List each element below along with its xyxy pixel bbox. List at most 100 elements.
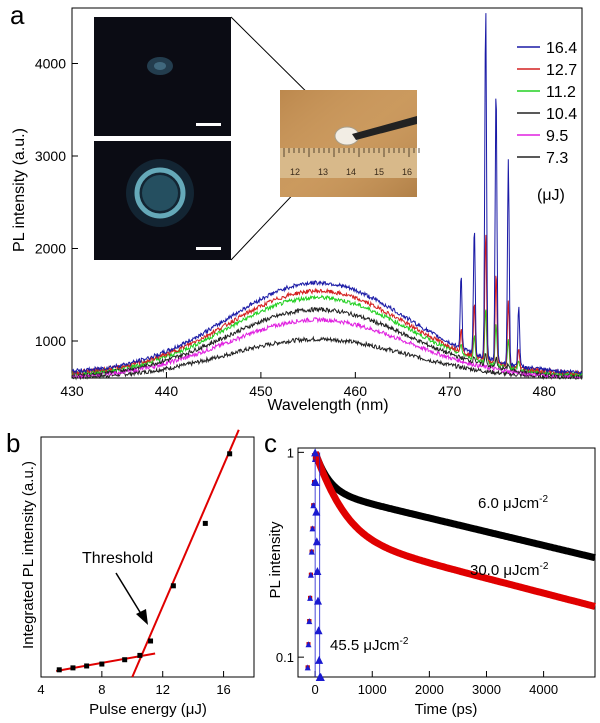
legend-label: 11.2: [546, 84, 576, 101]
tweezers-icon: [352, 116, 417, 140]
panel-c-x-axis-label: Time (ps): [415, 701, 478, 718]
linear-fit-above-threshold: [131, 429, 240, 678]
x-tick-label: 430: [60, 383, 84, 399]
panel-b-plot-frame: [40, 436, 255, 678]
legend-label: 16.4: [546, 40, 577, 57]
spectrum-line-12.7: [71, 234, 583, 376]
x-tick-label: 3000: [472, 682, 501, 697]
panel-c: c 0.11 0 1000 2000 3000 4000 Time (ps) PL in…: [264, 428, 596, 718]
data-point: [70, 665, 76, 671]
panel-a-x-axis-label: Wavelength (nm): [267, 397, 388, 414]
y-tick-label: 2000: [35, 241, 66, 257]
data-point: [202, 520, 208, 526]
data-point: [227, 451, 233, 457]
data-point: [307, 571, 314, 578]
ruler-label: 12: [290, 167, 300, 177]
legend-label: 12.7: [546, 62, 577, 79]
panel-c-letter: c: [264, 428, 277, 458]
panel-a-legend: 16.4 12.7 11.2 10.4 9.5 7.3: [517, 40, 577, 167]
scale-bar: [196, 123, 221, 126]
x-tick-label: 460: [344, 383, 368, 399]
x-tick-label: 440: [155, 383, 179, 399]
x-tick-label: 470: [438, 383, 462, 399]
panel-a-series: [71, 13, 583, 381]
decay-curve-1: [311, 451, 596, 610]
spectrum-line-11.2: [71, 294, 583, 378]
threshold-arrow: [115, 572, 144, 618]
x-tick-label: 480: [533, 383, 557, 399]
ruler-label: 15: [374, 167, 384, 177]
ruler-label: 14: [346, 167, 356, 177]
data-point: [309, 525, 316, 532]
panel-b-letter: b: [6, 428, 20, 458]
y-tick-label: 3000: [35, 148, 66, 164]
x-tick-label: 450: [249, 383, 273, 399]
data-point: [308, 548, 315, 555]
x-tick-label: 0: [312, 682, 319, 697]
weak-emission-core: [154, 62, 166, 70]
panel-c-y-ticks: 0.11: [276, 445, 304, 665]
y-tick-label: 1: [287, 445, 294, 460]
data-point: [314, 626, 323, 635]
x-tick-label: 12: [155, 682, 169, 697]
data-point: [316, 673, 325, 681]
data-point: [313, 596, 322, 605]
series-label-30uj: 30.0 μJcm-2: [470, 561, 549, 579]
data-point: [122, 657, 128, 663]
panel-b-y-axis-label: Integrated PL intensity (a.u.): [20, 461, 37, 649]
legend-label: 7.3: [546, 150, 568, 167]
panel-b: b 4 8 12 16 Pulse energy (μJ) Integrated PL…: [6, 428, 255, 718]
y-tick-label: 1000: [35, 333, 66, 349]
ruler-ticks: [283, 148, 420, 157]
data-point: [304, 664, 311, 671]
x-tick-label: 16: [216, 682, 230, 697]
x-tick-label: 2000: [415, 682, 444, 697]
threshold-annotation: Threshold: [82, 550, 153, 567]
panel-b-x-axis-label: Pulse energy (μJ): [89, 701, 207, 718]
legend-label: 9.5: [546, 128, 568, 145]
data-point: [315, 655, 324, 664]
panel-b-x-ticks: 4 8 12 16: [37, 671, 231, 697]
spectrum-line-10.4: [71, 306, 583, 379]
data-point: [148, 638, 154, 644]
data-point: [311, 448, 320, 457]
x-tick-label: 4: [37, 682, 44, 697]
series-label-6uj: 6.0 μJcm-2: [478, 494, 549, 512]
ruler-label: 16: [402, 167, 412, 177]
data-point: [137, 652, 143, 658]
emission-ring-interior: [142, 175, 178, 211]
data-point: [305, 641, 312, 648]
ruler-label: 13: [318, 167, 328, 177]
data-point: [170, 583, 176, 589]
data-point: [56, 667, 62, 673]
data-point: [306, 618, 313, 625]
panel-a-plot-frame: [71, 7, 583, 379]
panel-a-y-axis-label: PL intensity (a.u.): [11, 128, 28, 252]
data-point: [311, 477, 320, 486]
laser-spot-below-threshold-image: [94, 17, 231, 136]
spectrum-line-7.3: [71, 335, 583, 381]
panel-c-plot: [304, 448, 596, 681]
data-point: [307, 594, 314, 601]
x-tick-label: 1000: [358, 682, 387, 697]
legend-label: 10.4: [546, 106, 577, 123]
x-tick-label: 8: [98, 682, 105, 697]
panel-c-x-ticks: 0 1000 2000 3000 4000: [312, 671, 558, 697]
data-point: [313, 566, 322, 575]
series-label-45uj: 45.5 μJcm-2: [330, 636, 409, 654]
data-point: [99, 661, 105, 667]
y-tick-label: 0.1: [276, 650, 294, 665]
threshold-arrowhead: [136, 609, 148, 625]
panel-a-x-ticks: 430 440 450 460 470 480: [60, 372, 556, 399]
decay-curve-0: [311, 451, 596, 562]
panel-b-plot: [56, 429, 240, 678]
data-point: [312, 537, 321, 546]
panel-a: a 1000 2000 3000 4000 430 440 450 460 470 480 Wa…: [10, 0, 583, 414]
y-tick-label: 4000: [35, 56, 66, 72]
data-point: [84, 663, 90, 669]
sample-photo: 12 13 14 15 16: [280, 90, 420, 197]
panel-a-letter: a: [10, 0, 25, 30]
panel-c-plot-frame: [297, 447, 596, 678]
spectrum-line-16.4: [72, 13, 583, 376]
